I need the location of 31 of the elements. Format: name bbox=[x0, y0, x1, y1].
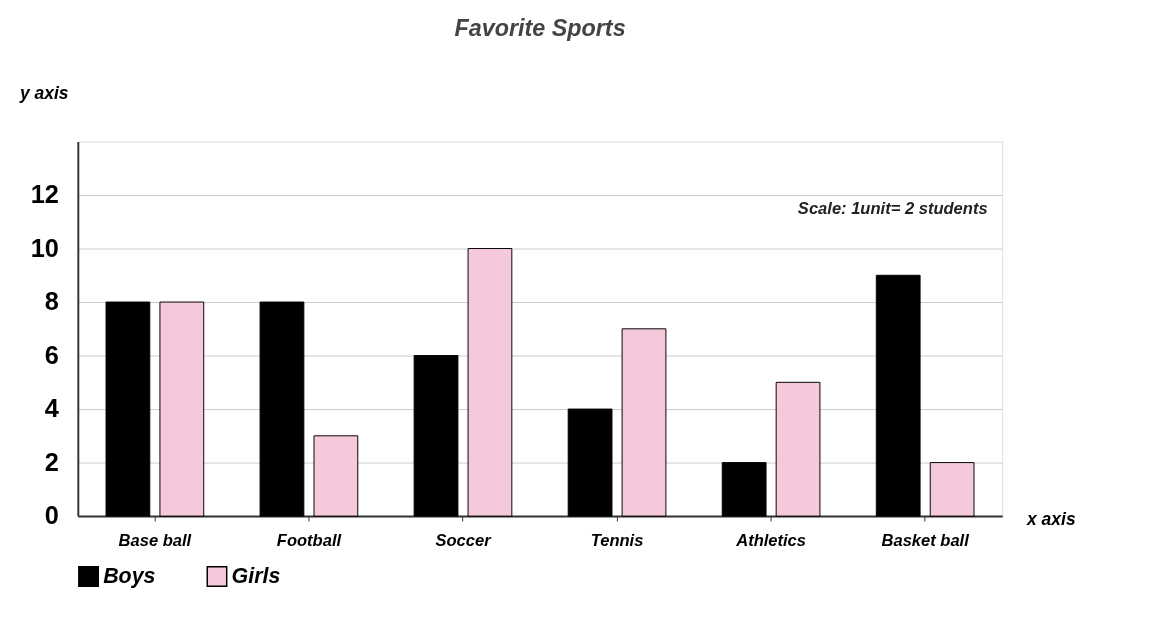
legend-label: Boys bbox=[103, 564, 156, 589]
bar bbox=[875, 274, 921, 517]
bar bbox=[159, 301, 205, 517]
y-tick-label: 2 bbox=[44, 447, 59, 476]
chart-title: Favorite Sports bbox=[454, 15, 626, 42]
y-tick-label: 10 bbox=[30, 233, 59, 262]
y-axis-title: y axis bbox=[18, 83, 69, 104]
x-tick-label: Tennis bbox=[590, 530, 644, 550]
legend-label: Girls bbox=[231, 564, 281, 589]
bar bbox=[775, 381, 821, 517]
y-tick-label: 0 bbox=[44, 501, 59, 530]
x-tick-label: Basket ball bbox=[881, 530, 970, 550]
bar bbox=[621, 328, 667, 517]
bar bbox=[721, 462, 767, 517]
x-tick-label: Soccer bbox=[435, 530, 493, 550]
bar bbox=[313, 435, 359, 517]
x-axis-title: x axis bbox=[1025, 509, 1076, 530]
y-tick-label: 4 bbox=[44, 394, 59, 423]
bar bbox=[567, 408, 613, 517]
y-tick-label: 6 bbox=[44, 340, 59, 369]
x-tick-label: Base ball bbox=[118, 530, 192, 550]
annotation: Scale: 1unit= 2 students bbox=[797, 199, 988, 219]
bar bbox=[259, 301, 305, 517]
bar bbox=[467, 248, 513, 517]
y-tick-label: 8 bbox=[44, 287, 59, 316]
x-tick-label: Football bbox=[276, 530, 342, 550]
bar bbox=[413, 355, 459, 517]
bar bbox=[105, 301, 151, 517]
y-tick-label: 12 bbox=[30, 180, 59, 209]
bar bbox=[929, 462, 975, 517]
x-tick-label: Athletics bbox=[735, 530, 807, 550]
